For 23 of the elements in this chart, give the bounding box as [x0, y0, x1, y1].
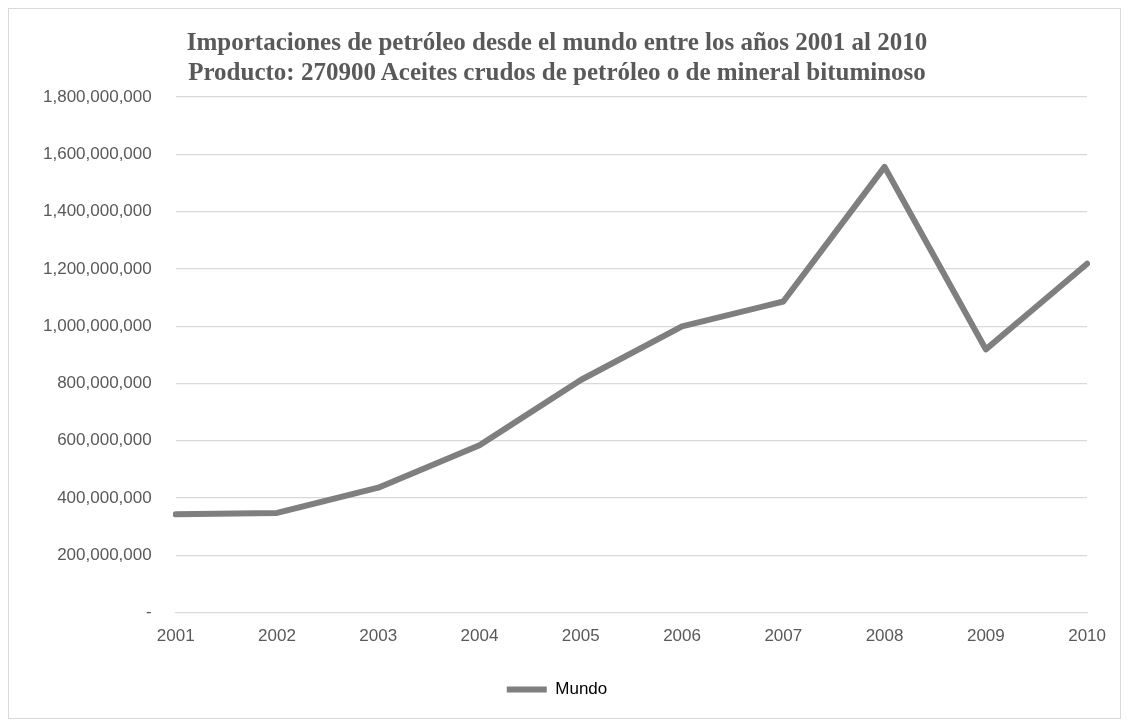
x-tick-label: 2007: [764, 626, 803, 646]
y-tick-label: -: [146, 602, 152, 622]
legend-label: Mundo: [555, 679, 608, 699]
y-tick-label: 1,800,000,000: [43, 86, 152, 106]
x-tick-label: 2006: [663, 626, 701, 646]
x-tick-label: 2003: [359, 626, 398, 646]
x-tick-label: 2010: [1068, 626, 1106, 646]
y-tick-label: 1,400,000,000: [43, 201, 152, 221]
x-tick-label: 2004: [460, 626, 499, 646]
x-tick-label: 2008: [865, 626, 904, 646]
y-tick-label: 200,000,000: [57, 545, 152, 564]
x-tick-label: 2009: [966, 626, 1005, 646]
x-tick-label: 2001: [156, 626, 195, 646]
x-tick-label: 2002: [258, 626, 296, 646]
y-tick-label: 1,200,000,000: [43, 258, 152, 278]
y-tick-label: 400,000,000: [57, 487, 152, 507]
y-tick-label: 600,000,000: [57, 430, 152, 450]
chart-title: Importaciones de petróleo desde el mundo entre los años 2001 al 2010: [186, 28, 928, 56]
y-tick-label: 800,000,000: [57, 373, 152, 393]
chart-subtitle: Producto: 270900 Aceites crudos de petróleo o de mineral bituminoso: [188, 58, 926, 86]
y-tick-label: 1,600,000,000: [43, 143, 152, 163]
y-tick-label: 1,000,000,000: [43, 315, 152, 335]
x-tick-label: 2005: [561, 626, 600, 646]
